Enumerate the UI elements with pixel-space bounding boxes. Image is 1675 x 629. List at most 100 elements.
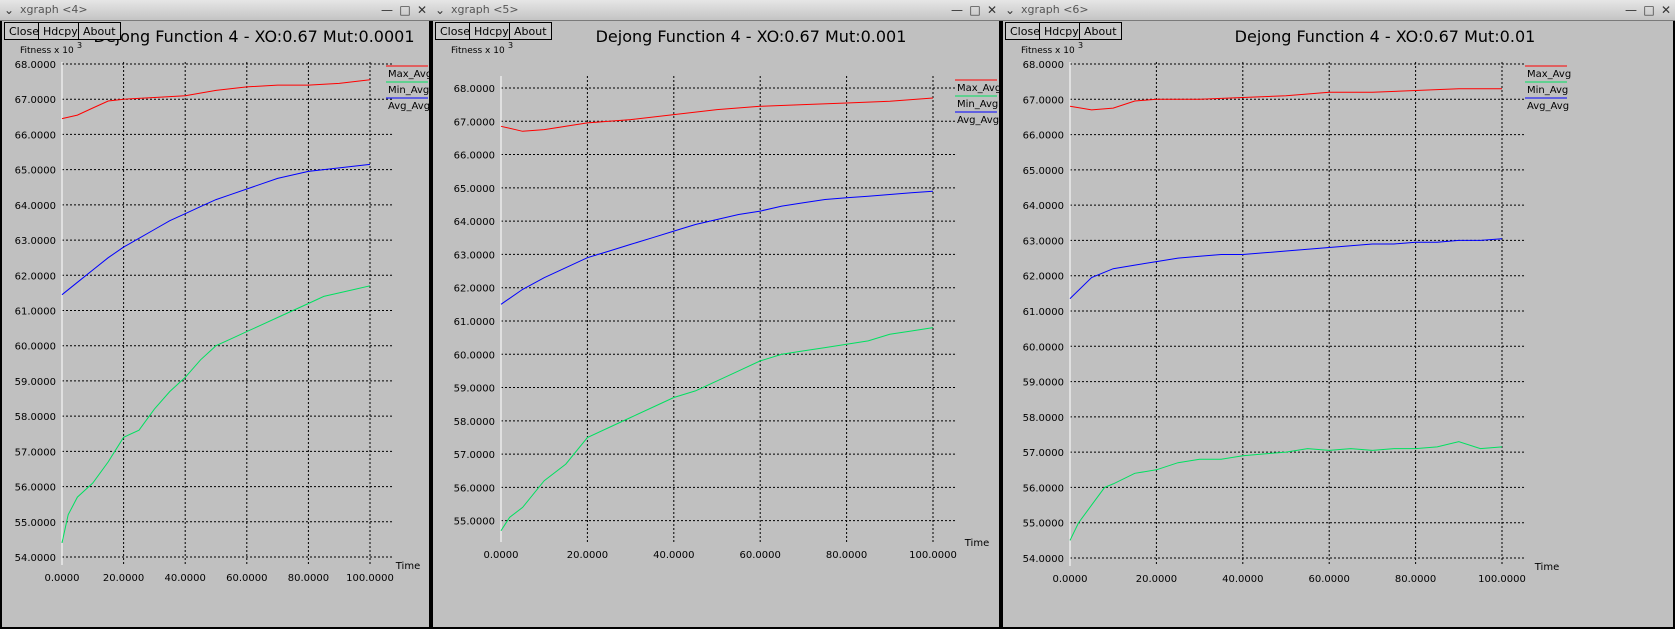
maximize-icon[interactable]: □ (399, 3, 411, 17)
chart: 55.0000 56.0000 57.0000 58.0000 59.0000 60.00… (451, 27, 999, 561)
legend-label: Avg_Avg (388, 101, 429, 112)
y-tick-label: 56.0000 (454, 483, 495, 494)
chart-title: Dejong Function 4 - XO:0.67 Mut:0.001 (596, 27, 907, 46)
chart: 54.0000 55.0000 56.0000 57.0000 58.0000 59.00… (1021, 27, 1571, 585)
y-tick-label: 57.0000 (1023, 448, 1064, 459)
minimize-icon[interactable]: — (1625, 3, 1637, 17)
close-icon[interactable]: ✕ (1660, 3, 1672, 17)
y-tick-label: 59.0000 (15, 377, 56, 388)
window-title: xgraph <6> (1021, 3, 1089, 16)
y-tick-label: 67.0000 (1023, 95, 1064, 106)
legend-label: Avg_Avg (1527, 101, 1569, 112)
series-line-avg-avg (61, 163, 371, 296)
y-tick-label: 55.0000 (15, 518, 56, 529)
graph-area: 54.0000 55.0000 56.0000 57.0000 58.0000 59.00… (1003, 21, 1673, 627)
minimize-icon[interactable]: — (951, 3, 963, 17)
x-tick-label: 60.0000 (226, 573, 267, 584)
graph-area: 54.0000 55.0000 56.0000 57.0000 58.0000 59.00… (2, 21, 429, 627)
minimize-icon[interactable]: — (381, 3, 393, 17)
y-tick-label: 58.0000 (15, 412, 56, 423)
y-tick-label: 63.0000 (454, 250, 495, 261)
y-tick-label: 56.0000 (1023, 483, 1064, 494)
legend-label: Min_Avg (388, 85, 429, 96)
y-tick-label: 66.0000 (1023, 131, 1064, 142)
y-tick-label: 66.0000 (15, 130, 56, 141)
maximize-icon[interactable]: □ (1643, 3, 1655, 17)
x-axis-label: Time (1534, 562, 1559, 573)
y-tick-label: 56.0000 (15, 483, 56, 494)
x-axis-label: Time (964, 538, 989, 549)
window-menu-icon[interactable]: ⌄ (435, 3, 446, 17)
legend-label: Min_Avg (1527, 85, 1568, 96)
legend-label: Max_Avg (388, 69, 429, 80)
x-tick-label: 80.0000 (288, 573, 329, 584)
y-tick-label: 54.0000 (15, 553, 56, 564)
y-tick-label: 60.0000 (1023, 342, 1064, 353)
y-tick-label: 64.0000 (15, 201, 56, 212)
x-tick-label: 80.0000 (1395, 574, 1436, 585)
window-title: xgraph <5> (451, 3, 519, 16)
close-icon[interactable]: ✕ (416, 3, 428, 17)
series-line-min-avg (61, 285, 371, 544)
chart: 54.0000 55.0000 56.0000 57.0000 58.0000 59.00… (15, 27, 429, 584)
series-line-max-avg (500, 97, 934, 132)
xgraph-window-5: ⌄ xgraph <5> — □ ✕ 55.0000 56.0000 57.0000… (431, 0, 1001, 629)
window-menu-icon[interactable]: ⌄ (1005, 3, 1016, 17)
maximize-icon[interactable]: □ (969, 3, 981, 17)
y-tick-label: 65.0000 (15, 166, 56, 177)
x-tick-label: 40.0000 (1222, 574, 1263, 585)
about-button[interactable]: About (78, 22, 121, 40)
title-bar[interactable]: ⌄ xgraph <6> — □ ✕ (1001, 0, 1675, 21)
x-tick-label: 40.0000 (653, 550, 694, 561)
series-line-max-avg (1069, 88, 1502, 111)
x-tick-label: 0.0000 (484, 550, 519, 561)
y-tick-label: 60.0000 (454, 350, 495, 361)
series-line-max-avg (61, 79, 371, 120)
y-tick-label: 67.0000 (454, 117, 495, 128)
y-tick-label: 65.0000 (1023, 166, 1064, 177)
hdcpy-button[interactable]: Hdcpy (1039, 22, 1084, 40)
x-tick-label: 60.0000 (740, 550, 781, 561)
y-tick-label: 59.0000 (1023, 378, 1064, 389)
series-line-avg-avg (1069, 238, 1503, 299)
about-button[interactable]: About (1079, 22, 1122, 40)
window-title: xgraph <4> (20, 3, 88, 16)
x-tick-label: 100.0000 (346, 573, 394, 584)
close-button[interactable]: Close (1005, 22, 1045, 40)
about-button[interactable]: About (509, 22, 552, 40)
y-tick-label: 63.0000 (15, 236, 56, 247)
x-tick-label: 0.0000 (1053, 574, 1088, 585)
close-icon[interactable]: ✕ (986, 3, 998, 17)
y-axis-label-exponent: 3 (1078, 41, 1083, 50)
y-axis-label: Fitness x 10 (20, 46, 74, 56)
title-bar[interactable]: ⌄ xgraph <5> — □ ✕ (431, 0, 1001, 21)
y-tick-label: 62.0000 (1023, 272, 1064, 283)
y-tick-label: 55.0000 (454, 517, 495, 528)
chart-title: Dejong Function 4 - XO:0.67 Mut:0.0001 (94, 27, 415, 46)
x-axis-label: Time (395, 561, 420, 572)
y-tick-label: 58.0000 (454, 417, 495, 428)
x-tick-label: 40.0000 (165, 573, 206, 584)
series-line-min-avg (500, 327, 934, 531)
hdcpy-button[interactable]: Hdcpy (469, 22, 514, 40)
x-tick-label: 100.0000 (909, 550, 957, 561)
x-tick-label: 20.0000 (103, 573, 144, 584)
legend-label: Max_Avg (957, 83, 999, 94)
x-tick-label: 0.0000 (45, 573, 80, 584)
chart-title: Dejong Function 4 - XO:0.67 Mut:0.01 (1235, 27, 1536, 46)
y-tick-label: 63.0000 (1023, 236, 1064, 247)
hdcpy-button[interactable]: Hdcpy (38, 22, 83, 40)
graph-area: 55.0000 56.0000 57.0000 58.0000 59.0000 60.00… (433, 21, 999, 627)
y-tick-label: 61.0000 (454, 317, 495, 328)
close-button[interactable]: Close (4, 22, 44, 40)
legend-label: Max_Avg (1527, 69, 1571, 80)
title-bar[interactable]: ⌄ xgraph <4> — □ ✕ (0, 0, 431, 21)
close-button[interactable]: Close (435, 22, 475, 40)
y-tick-label: 62.0000 (15, 271, 56, 282)
y-tick-label: 68.0000 (1023, 60, 1064, 71)
legend-label: Min_Avg (957, 99, 998, 110)
y-tick-label: 55.0000 (1023, 519, 1064, 530)
window-menu-icon[interactable]: ⌄ (4, 3, 15, 17)
y-tick-label: 58.0000 (1023, 413, 1064, 424)
series-line-avg-avg (500, 190, 934, 305)
